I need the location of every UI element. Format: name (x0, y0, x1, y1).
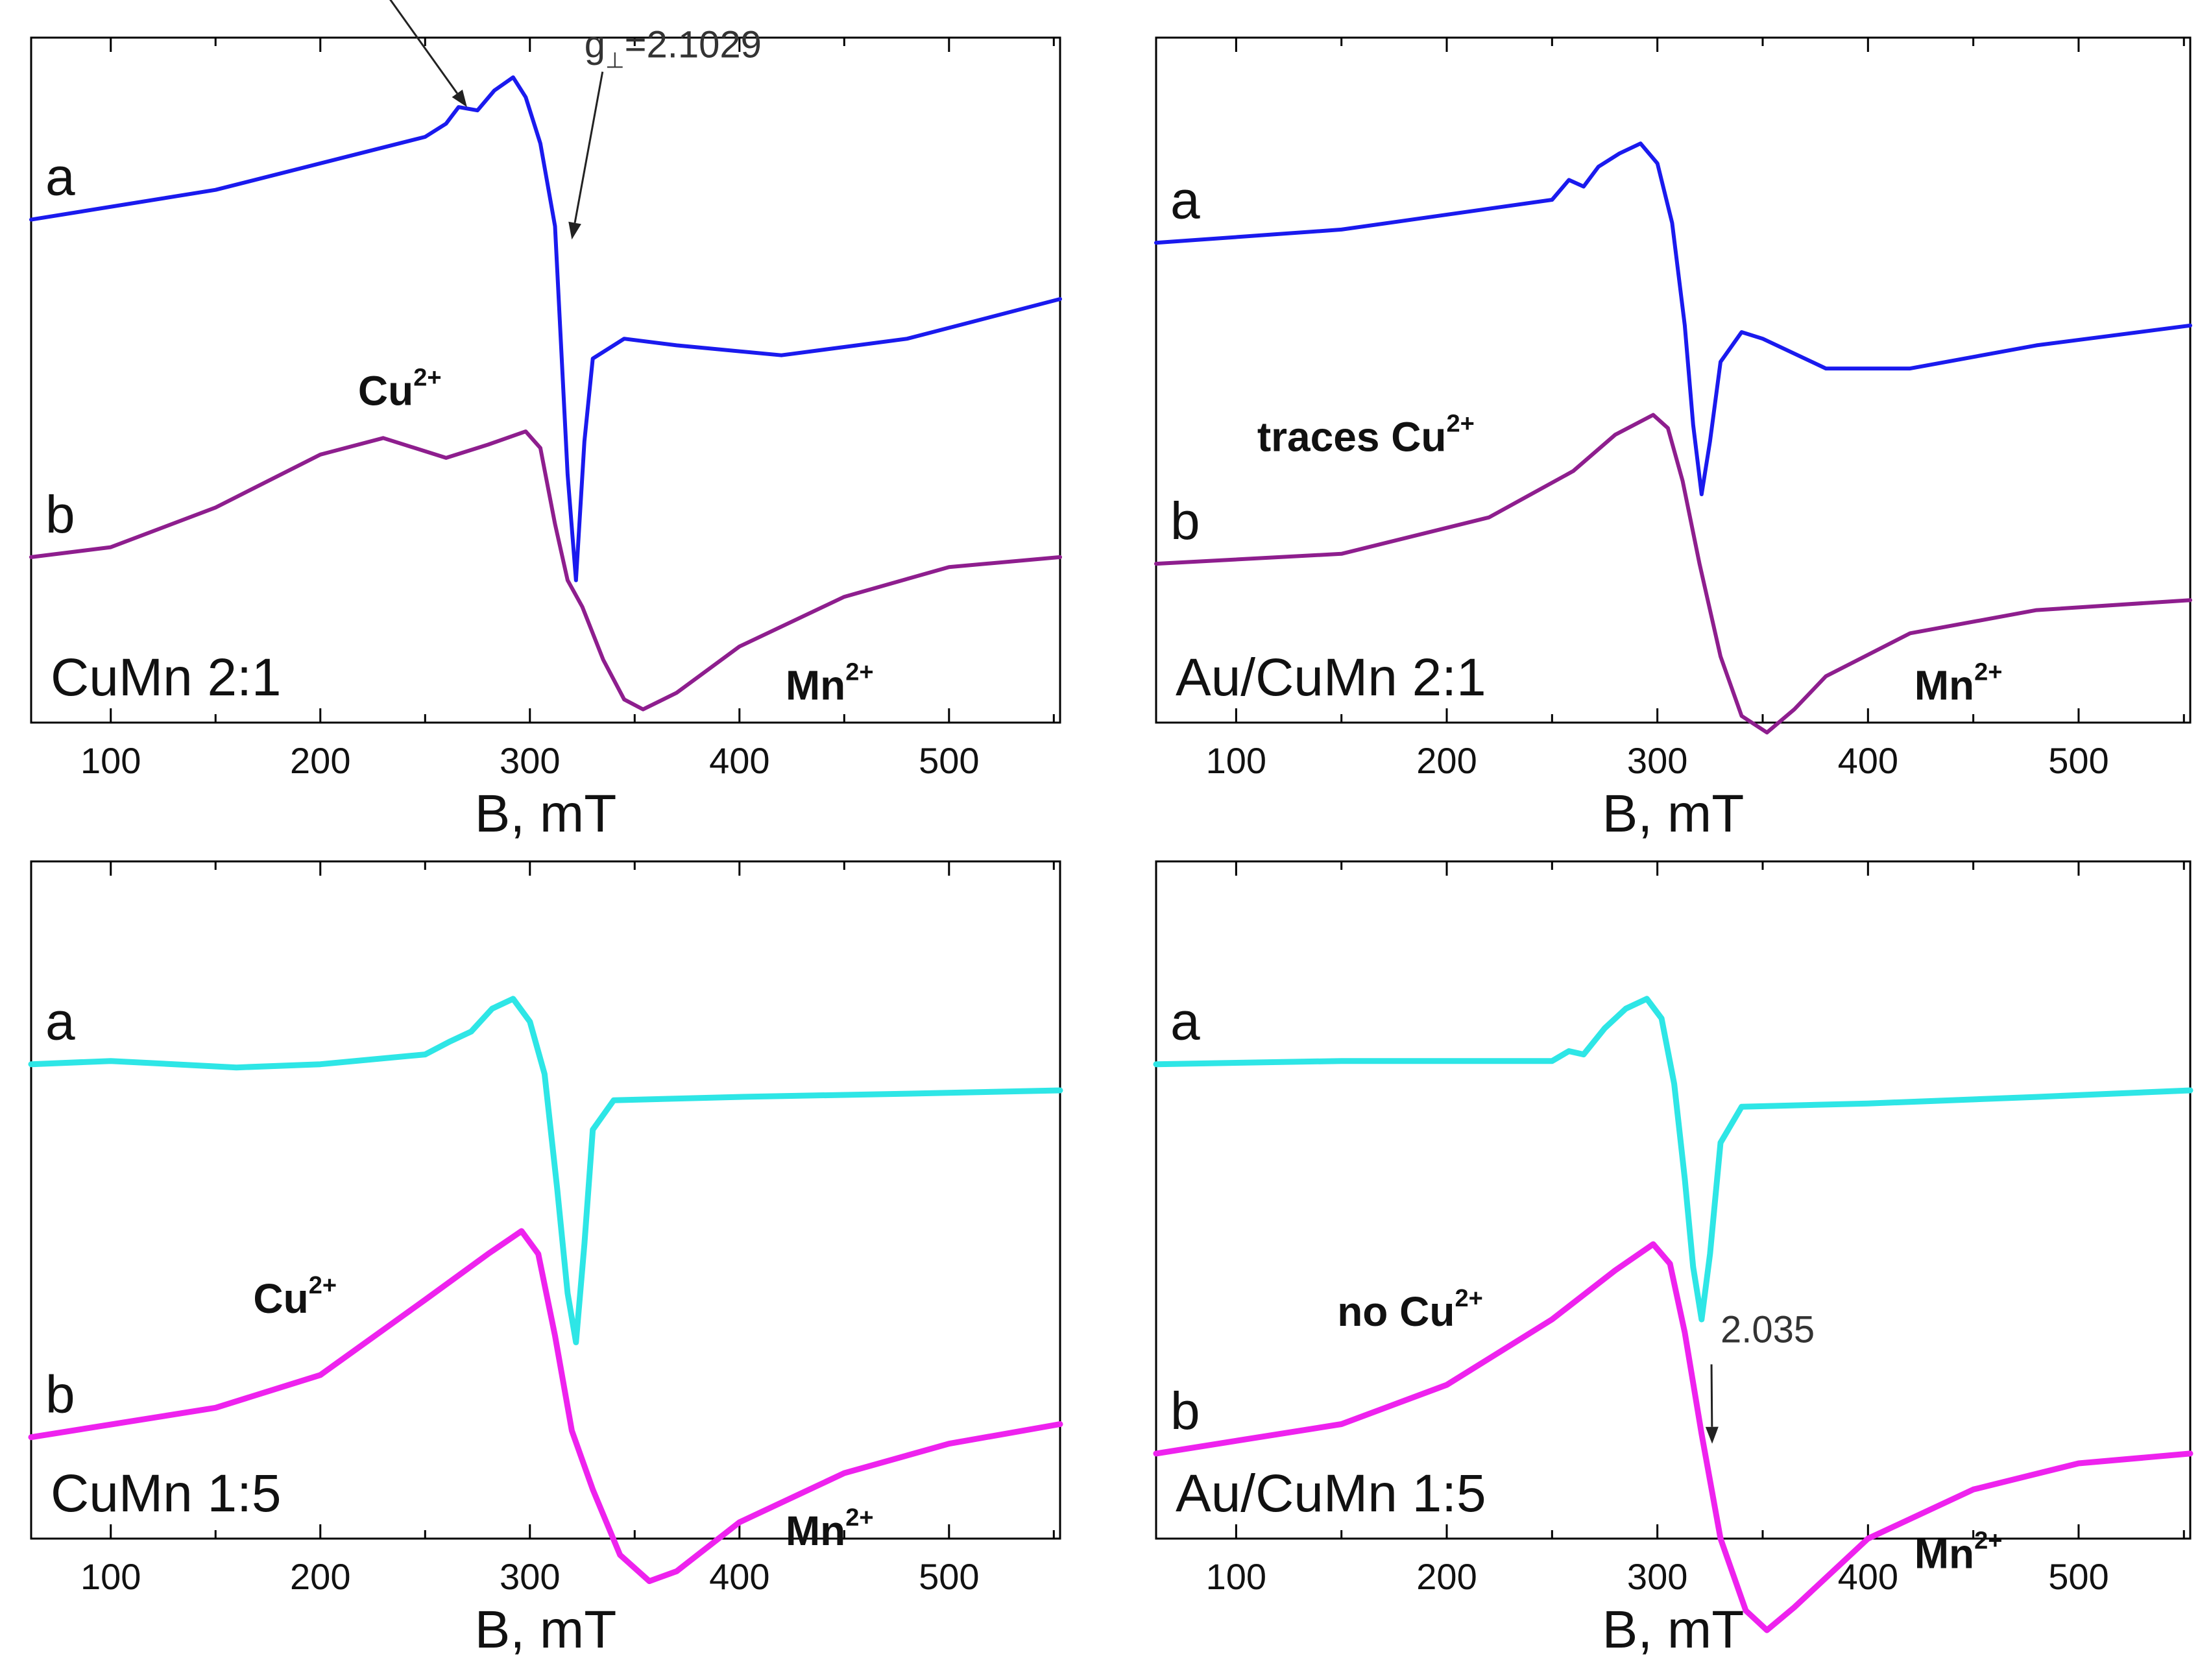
ion-annotation: traces Cu2+ (1257, 411, 1475, 461)
curve-label-b: b (1170, 492, 1200, 551)
ion-symbol: Mn (786, 1507, 845, 1554)
series-b-line (1153, 1241, 2193, 1633)
x-tick-label: 200 (290, 1556, 350, 1597)
x-tick-label: 500 (2048, 740, 2108, 781)
curve-label-a: a (45, 148, 75, 207)
x-tick-label: 200 (1416, 740, 1477, 781)
sample-label-cumn-1-5: CuMn 1:5 (51, 1464, 282, 1523)
x-tick-label: 300 (1627, 1556, 1687, 1597)
x-tick-label: 200 (1416, 1556, 1477, 1597)
x-axis-label: B, mT (1602, 784, 1745, 843)
ion-annotation: Cu2+ (253, 1272, 337, 1322)
annotation-arrow-line (389, 0, 458, 94)
g-factor-annotation: 2.035 (1721, 1308, 1815, 1350)
x-tick-label: 500 (2048, 1556, 2108, 1597)
ion-charge: 2+ (1447, 411, 1475, 438)
ion-charge: 2+ (1974, 1527, 2002, 1554)
x-tick-label: 500 (919, 740, 979, 781)
series-a-line (1153, 996, 2193, 1323)
g-subscript: ⊥ (605, 49, 625, 73)
ion-charge: 2+ (845, 658, 873, 686)
ion-symbol: Cu (253, 1275, 308, 1322)
ion-symbol: Mn (786, 662, 845, 708)
series-a-line (28, 996, 1063, 1345)
annotation-arrow-line (574, 71, 604, 223)
x-tick-label: 100 (1206, 1556, 1266, 1597)
annotation-arrow-head (1705, 1426, 1719, 1444)
ion-charge: 2+ (1974, 658, 2002, 686)
x-tick-label: 400 (1838, 1556, 1898, 1597)
annotation-arrow-line (1710, 1364, 1713, 1427)
curve-label-b: b (1170, 1382, 1200, 1441)
ion-symbol: Cu (358, 367, 413, 414)
ion-annotation: Mn2+ (1915, 658, 2003, 708)
plot-frame (30, 860, 1061, 1540)
chart-au-cumn-2-1: 100 200 300 400 500 B, mT a b Au/CuMn 2:1 traces … (1154, 36, 2192, 843)
series-b-line (28, 1228, 1063, 1585)
curve-label-a: a (1170, 171, 1200, 230)
g-factor-annotation: g⊥=2.1029 (585, 24, 762, 73)
annotation-arrow-head (452, 90, 467, 108)
x-tick-label: 400 (1838, 740, 1898, 781)
curve-label-a: a (1170, 992, 1200, 1051)
x-tick-label: 300 (500, 1556, 560, 1597)
ion-annotation: Mn2+ (786, 658, 874, 708)
curve-label-b: b (45, 485, 75, 544)
plot-frame (1155, 860, 2192, 1540)
ion-symbol: Mn (1915, 1530, 1974, 1577)
annotation-arrow-head (568, 221, 581, 240)
ion-annotation: Mn2+ (1915, 1527, 2003, 1577)
x-axis-label: B, mT (475, 1600, 617, 1659)
g-value: 2.035 (1721, 1308, 1815, 1350)
ion-annotation: Cu2+ (358, 364, 442, 414)
ion-charge: 2+ (845, 1504, 873, 1531)
x-tick-label: 300 (500, 740, 560, 781)
x-tick-label: 100 (80, 740, 141, 781)
x-axis-label: B, mT (1602, 1600, 1745, 1659)
plot-frame (30, 36, 1061, 724)
x-tick-label: 100 (1206, 740, 1266, 781)
x-tick-label: 500 (919, 1556, 979, 1597)
x-tick-label: 300 (1627, 740, 1687, 781)
ion-symbol: Mn (1915, 662, 1974, 708)
sample-label-au-cumn-2-1: Au/CuMn 2:1 (1176, 648, 1486, 707)
series-a-line (1154, 141, 2192, 496)
x-tick-label: 400 (709, 740, 769, 781)
series-b-line (29, 429, 1062, 712)
g-value: =2.1029 (625, 24, 762, 66)
sample-label-cumn-2-1: CuMn 2:1 (51, 648, 282, 707)
series-a-line (29, 75, 1062, 582)
ion-symbol: no Cu (1337, 1288, 1455, 1335)
sample-label-au-cumn-1-5: Au/CuMn 1:5 (1176, 1464, 1486, 1523)
series-b-line (1154, 413, 2192, 735)
curve-label-b: b (45, 1365, 75, 1424)
ion-charge: 2+ (309, 1272, 337, 1299)
ion-annotation: Mn2+ (786, 1504, 874, 1554)
ion-charge: 2+ (413, 364, 441, 391)
curve-label-a: a (45, 992, 75, 1051)
plot-frame (1155, 36, 2192, 724)
x-tick-label: 400 (709, 1556, 769, 1597)
x-tick-label: 100 (80, 1556, 141, 1597)
x-axis-label: B, mT (475, 784, 617, 843)
x-tick-label: 200 (290, 740, 350, 781)
ion-charge: 2+ (1455, 1285, 1482, 1312)
ion-annotation: no Cu2+ (1337, 1285, 1483, 1335)
g-symbol: g (585, 24, 605, 66)
ion-symbol: traces Cu (1257, 414, 1447, 461)
